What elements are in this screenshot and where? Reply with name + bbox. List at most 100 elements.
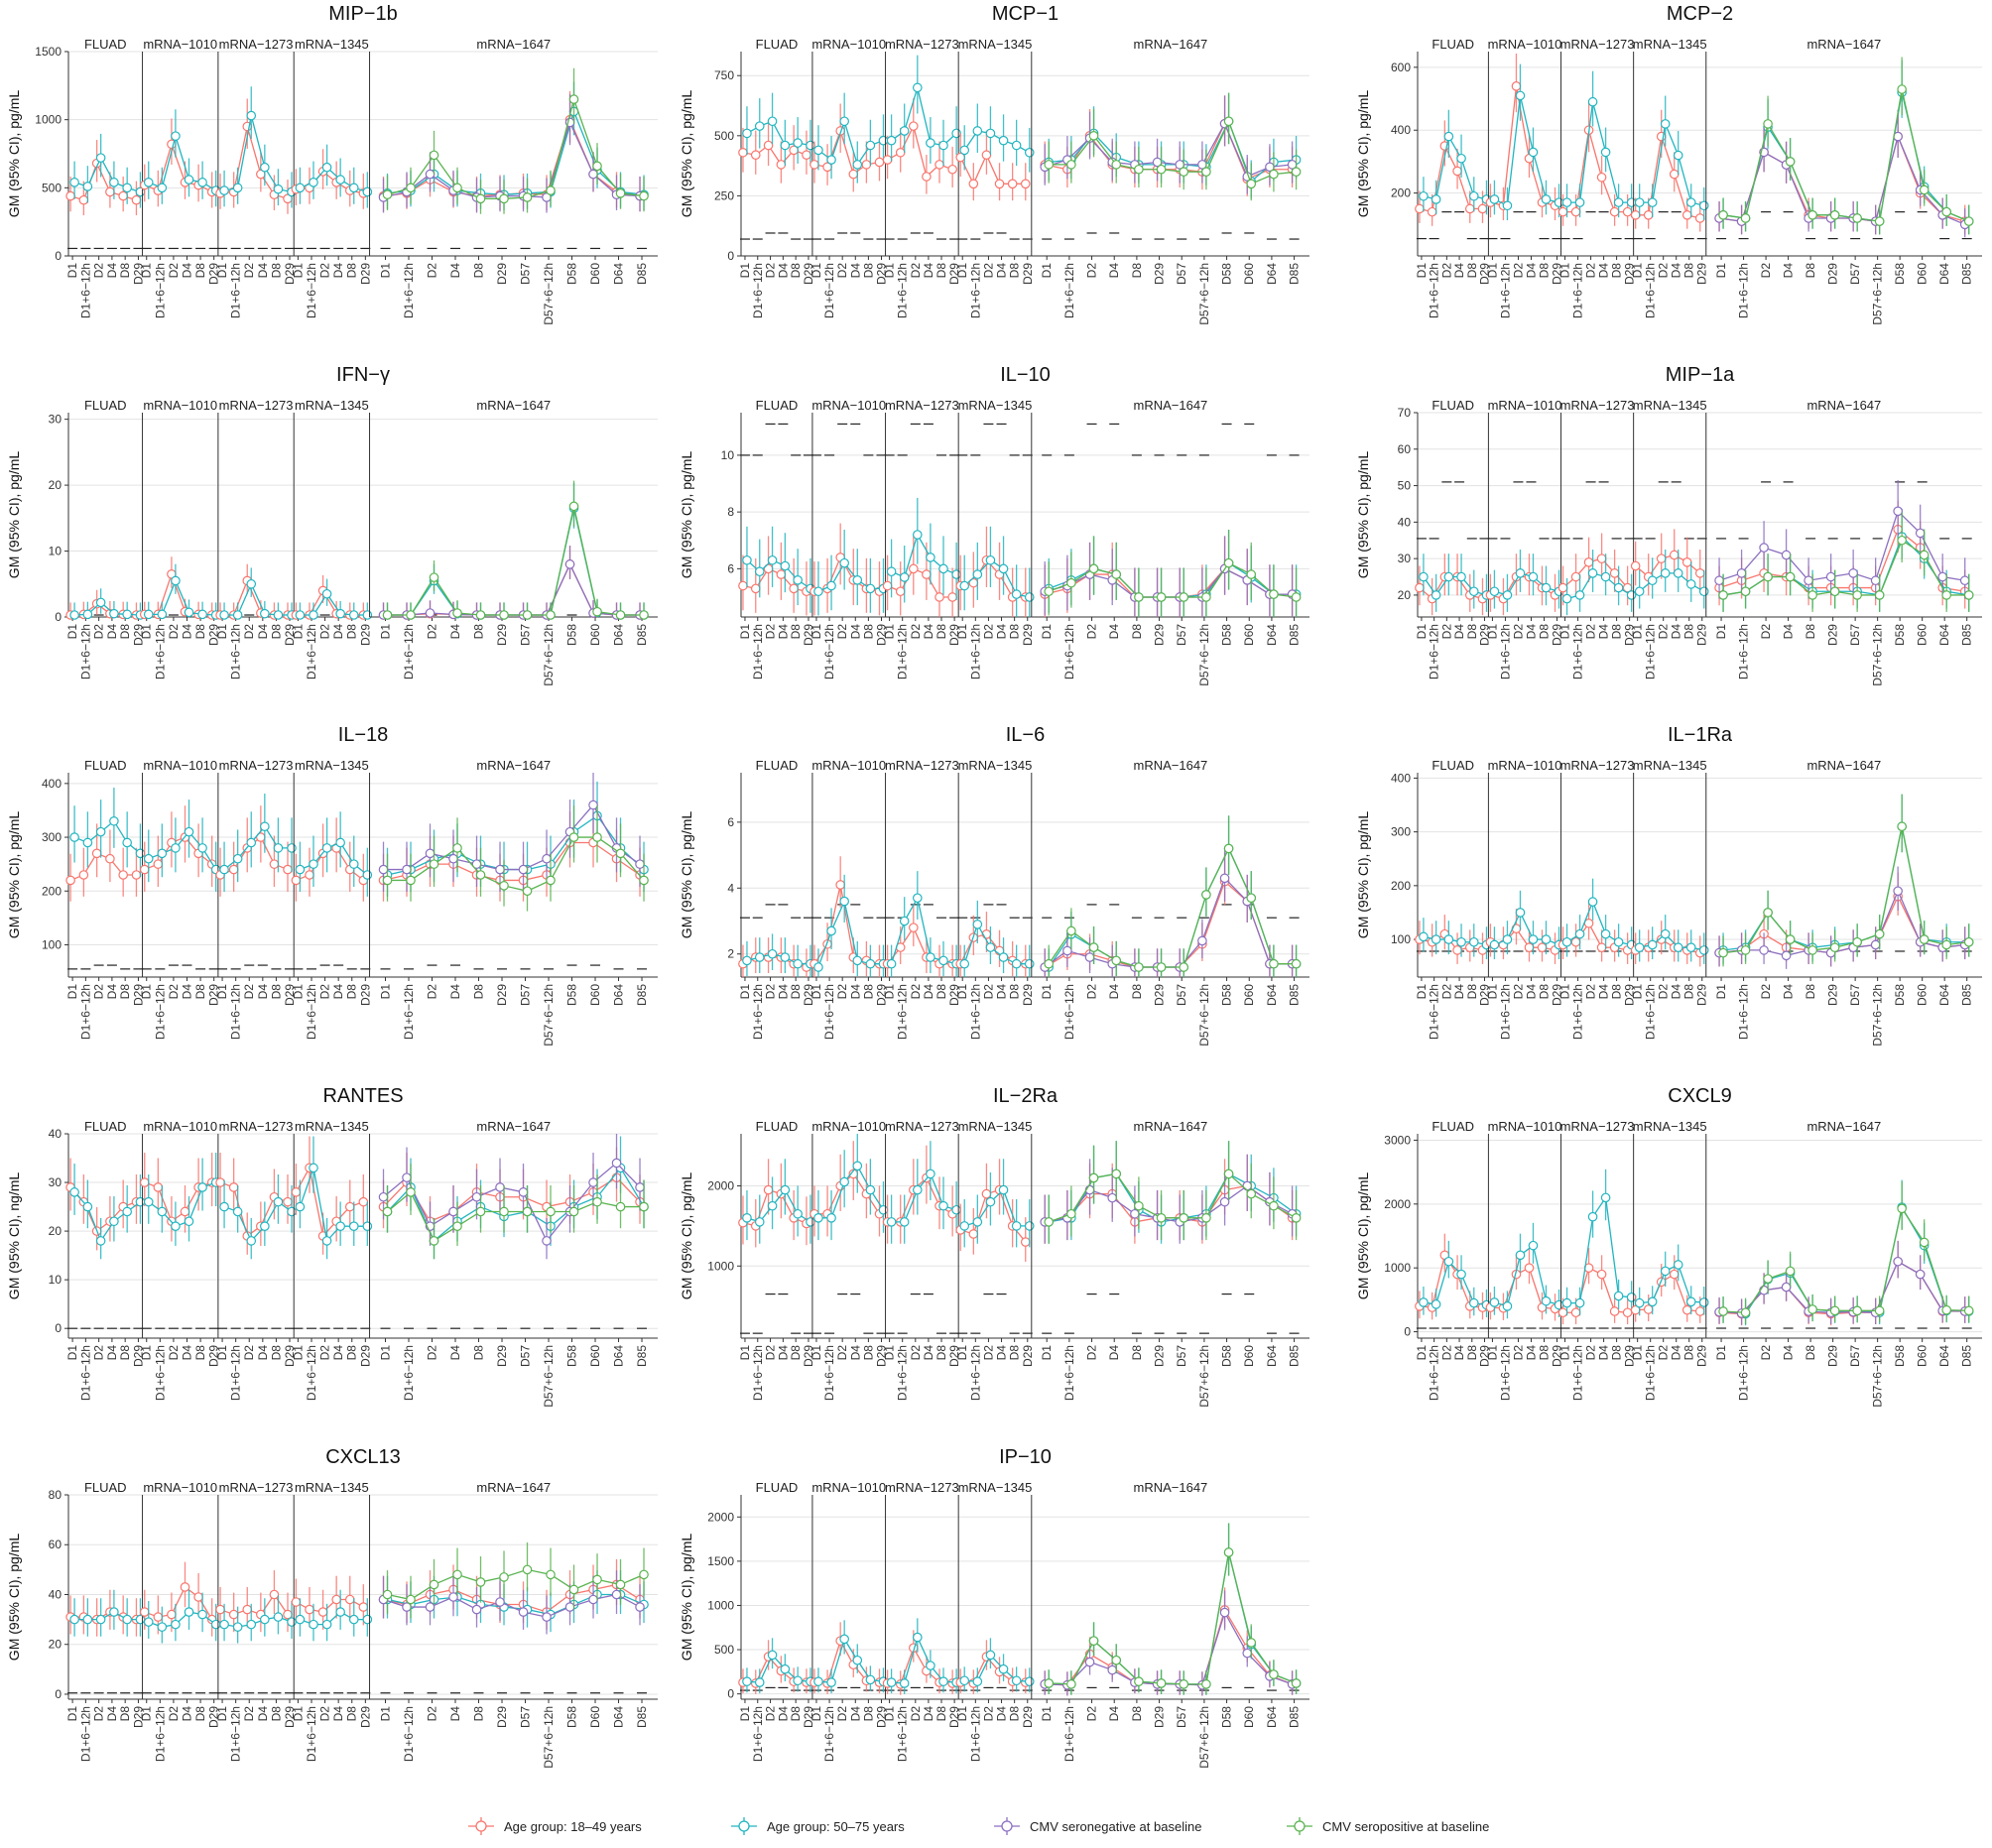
x-tick-label: D2 bbox=[909, 984, 923, 1000]
x-tick-label: D64 bbox=[612, 984, 626, 1006]
data-point bbox=[852, 575, 863, 585]
x-tick-label: D29 bbox=[1695, 1345, 1709, 1367]
data-point bbox=[793, 1675, 803, 1686]
data-point bbox=[1156, 962, 1167, 972]
data-point bbox=[1561, 1297, 1572, 1308]
data-point bbox=[171, 575, 181, 586]
data-point bbox=[1874, 1305, 1885, 1316]
x-tick-label: D4 bbox=[1782, 984, 1796, 1000]
x-tick-label: D1 bbox=[1415, 624, 1429, 640]
data-point bbox=[82, 837, 93, 848]
series-age-50-75 bbox=[886, 871, 961, 977]
data-point bbox=[143, 178, 154, 187]
data-point bbox=[1431, 1299, 1441, 1309]
data-point bbox=[592, 832, 602, 842]
series-age-50-75 bbox=[742, 1638, 815, 1694]
x-tick-label: D1 bbox=[379, 624, 393, 640]
x-tick-label: D29 bbox=[1153, 1345, 1167, 1367]
data-point bbox=[1246, 1188, 1257, 1199]
panel-il-6: IL−6GM (95% CI), pg/mL246FLUADD1D1+6−12h… bbox=[679, 724, 1309, 1047]
y-tick-label: 30 bbox=[49, 1175, 62, 1189]
x-tick-label: D57+6−12h bbox=[542, 1706, 556, 1769]
data-point bbox=[1291, 167, 1302, 177]
x-tick-label: D60 bbox=[588, 1706, 602, 1728]
data-point bbox=[1515, 1250, 1526, 1261]
data-point bbox=[1781, 1282, 1792, 1293]
data-point bbox=[1763, 1274, 1773, 1284]
x-tick-label: D58 bbox=[1893, 1345, 1907, 1367]
data-point bbox=[1269, 589, 1279, 599]
data-point bbox=[951, 128, 961, 139]
x-tick-label: D29 bbox=[1623, 984, 1637, 1006]
panel-title: MIP−1b bbox=[328, 3, 397, 25]
x-tick-label: D1+6−12h bbox=[1571, 1345, 1585, 1401]
data-point bbox=[215, 1604, 225, 1615]
x-tick-label: D4 bbox=[995, 1706, 1009, 1722]
data-point bbox=[639, 1569, 649, 1580]
data-point bbox=[1941, 1304, 1951, 1315]
data-point bbox=[1269, 958, 1279, 969]
data-point bbox=[588, 1177, 598, 1187]
data-point bbox=[1066, 160, 1076, 170]
data-point bbox=[1963, 1305, 1974, 1316]
x-tick-label: D2 bbox=[92, 1706, 106, 1722]
x-tick-label: D1+6−12h bbox=[822, 984, 836, 1040]
data-point bbox=[1596, 942, 1607, 952]
facet-label: mRNA−1010 bbox=[143, 398, 217, 413]
data-point bbox=[780, 140, 791, 151]
data-point bbox=[1893, 886, 1903, 897]
data-point bbox=[1941, 206, 1951, 217]
data-point bbox=[1541, 934, 1552, 944]
x-tick-label: D1+6−12h bbox=[1571, 263, 1585, 318]
x-tick-label: D1 bbox=[65, 1706, 79, 1722]
series-line bbox=[1718, 510, 1965, 582]
x-tick-label: D1 bbox=[1558, 624, 1572, 640]
x-tick-label: D8 bbox=[1537, 624, 1551, 640]
x-tick-label: D57 bbox=[1175, 624, 1188, 646]
x-tick-label: D1+6−12h bbox=[1498, 263, 1512, 318]
series-cmv-neg bbox=[378, 93, 645, 213]
data-point bbox=[295, 864, 306, 875]
data-point bbox=[826, 925, 836, 936]
x-tick-label: D8 bbox=[193, 263, 207, 279]
data-point bbox=[406, 1594, 416, 1605]
data-point bbox=[1959, 575, 1970, 586]
x-tick-label: D4 bbox=[105, 1706, 119, 1722]
facet-label: mRNA−1273 bbox=[219, 1480, 294, 1495]
data-point bbox=[309, 1619, 318, 1630]
x-tick-label: D8 bbox=[1130, 984, 1144, 1000]
data-point bbox=[639, 190, 649, 201]
y-tick-label: 0 bbox=[55, 1687, 62, 1701]
data-point bbox=[1219, 1607, 1230, 1618]
data-point bbox=[793, 138, 803, 148]
x-tick-label: D1+6−12h bbox=[1498, 984, 1512, 1040]
data-point bbox=[909, 563, 919, 574]
x-tick-label: D1+6−12h bbox=[896, 984, 910, 1040]
y-axis-label: GM (95% CI), pg/mL bbox=[1355, 90, 1371, 218]
data-point bbox=[1489, 1297, 1500, 1307]
x-tick-label: D2 bbox=[1439, 984, 1453, 1000]
x-tick-label: D2 bbox=[1511, 1345, 1525, 1361]
data-point bbox=[1698, 586, 1709, 597]
y-axis-label: GM (95% CI), pg/mL bbox=[6, 451, 22, 579]
data-point bbox=[1714, 575, 1724, 586]
x-tick-label: D2 bbox=[426, 1345, 439, 1361]
data-point bbox=[69, 610, 79, 620]
data-point bbox=[321, 1236, 332, 1246]
x-tick-label: D8 bbox=[345, 984, 359, 1000]
series-age-50-75 bbox=[1634, 550, 1709, 609]
data-point bbox=[1626, 1293, 1637, 1302]
x-tick-label: D8 bbox=[1008, 1706, 1022, 1722]
x-tick-label: D1 bbox=[1040, 1706, 1054, 1722]
data-point bbox=[321, 843, 332, 853]
x-tick-label: D2 bbox=[764, 1706, 778, 1722]
data-point bbox=[546, 875, 556, 886]
data-point bbox=[564, 559, 575, 569]
data-point bbox=[269, 1589, 280, 1600]
